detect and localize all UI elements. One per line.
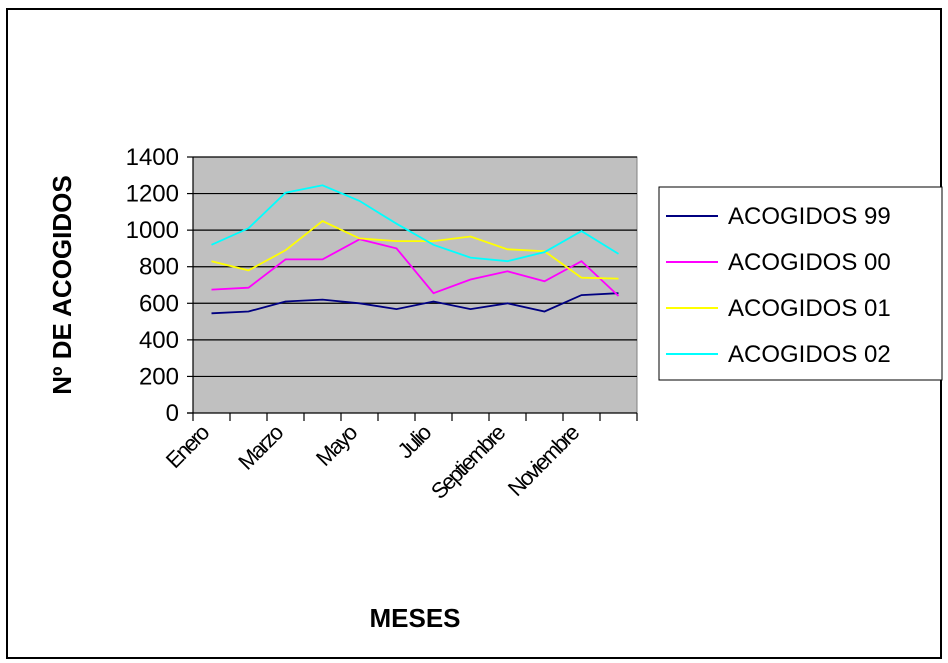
series-line-3	[211, 219, 619, 280]
y-tick-label: 1000	[126, 217, 179, 244]
y-axis-ticks: 0 200 400 600 800 1000 1200 1400	[126, 144, 193, 427]
plot-area	[192, 156, 638, 414]
y-tick-label: 200	[139, 363, 179, 390]
x-tick-label: Noviembre	[503, 420, 584, 501]
x-tick-label: Septiembre	[426, 420, 510, 504]
legend-label: ACOGIDOS 01	[728, 295, 891, 322]
legend-label: ACOGIDOS 99	[728, 203, 891, 230]
legend-box	[658, 186, 943, 381]
x-axis-title: MESES	[369, 603, 460, 633]
legend-label: ACOGIDOS 02	[728, 341, 891, 368]
gridlines	[193, 156, 637, 378]
x-tick-label: Julio	[392, 420, 436, 464]
series-line-1	[211, 292, 619, 315]
y-tick-label: 800	[139, 254, 179, 281]
y-tick-label: 400	[139, 327, 179, 354]
y-tick-label: 1400	[126, 144, 179, 171]
series-line-4	[211, 184, 619, 263]
y-axis-title: Nº DE ACOGIDOS	[47, 175, 77, 394]
series-lines	[211, 184, 620, 315]
x-tick-label: Marzo	[233, 420, 288, 475]
axes	[187, 157, 637, 414]
legend-label: ACOGIDOS 00	[728, 249, 891, 276]
y-tick-label: 0	[166, 400, 179, 427]
y-tick-label: 1200	[126, 181, 179, 208]
x-tick-label: Mayo	[311, 420, 362, 471]
y-tick-label: 600	[139, 290, 179, 317]
x-tick-label: Enero	[161, 420, 214, 473]
legend: ACOGIDOS 99 ACOGIDOS 00 ACOGIDOS 01 ACOGIDO…	[658, 186, 943, 381]
series-line-2	[211, 238, 620, 297]
